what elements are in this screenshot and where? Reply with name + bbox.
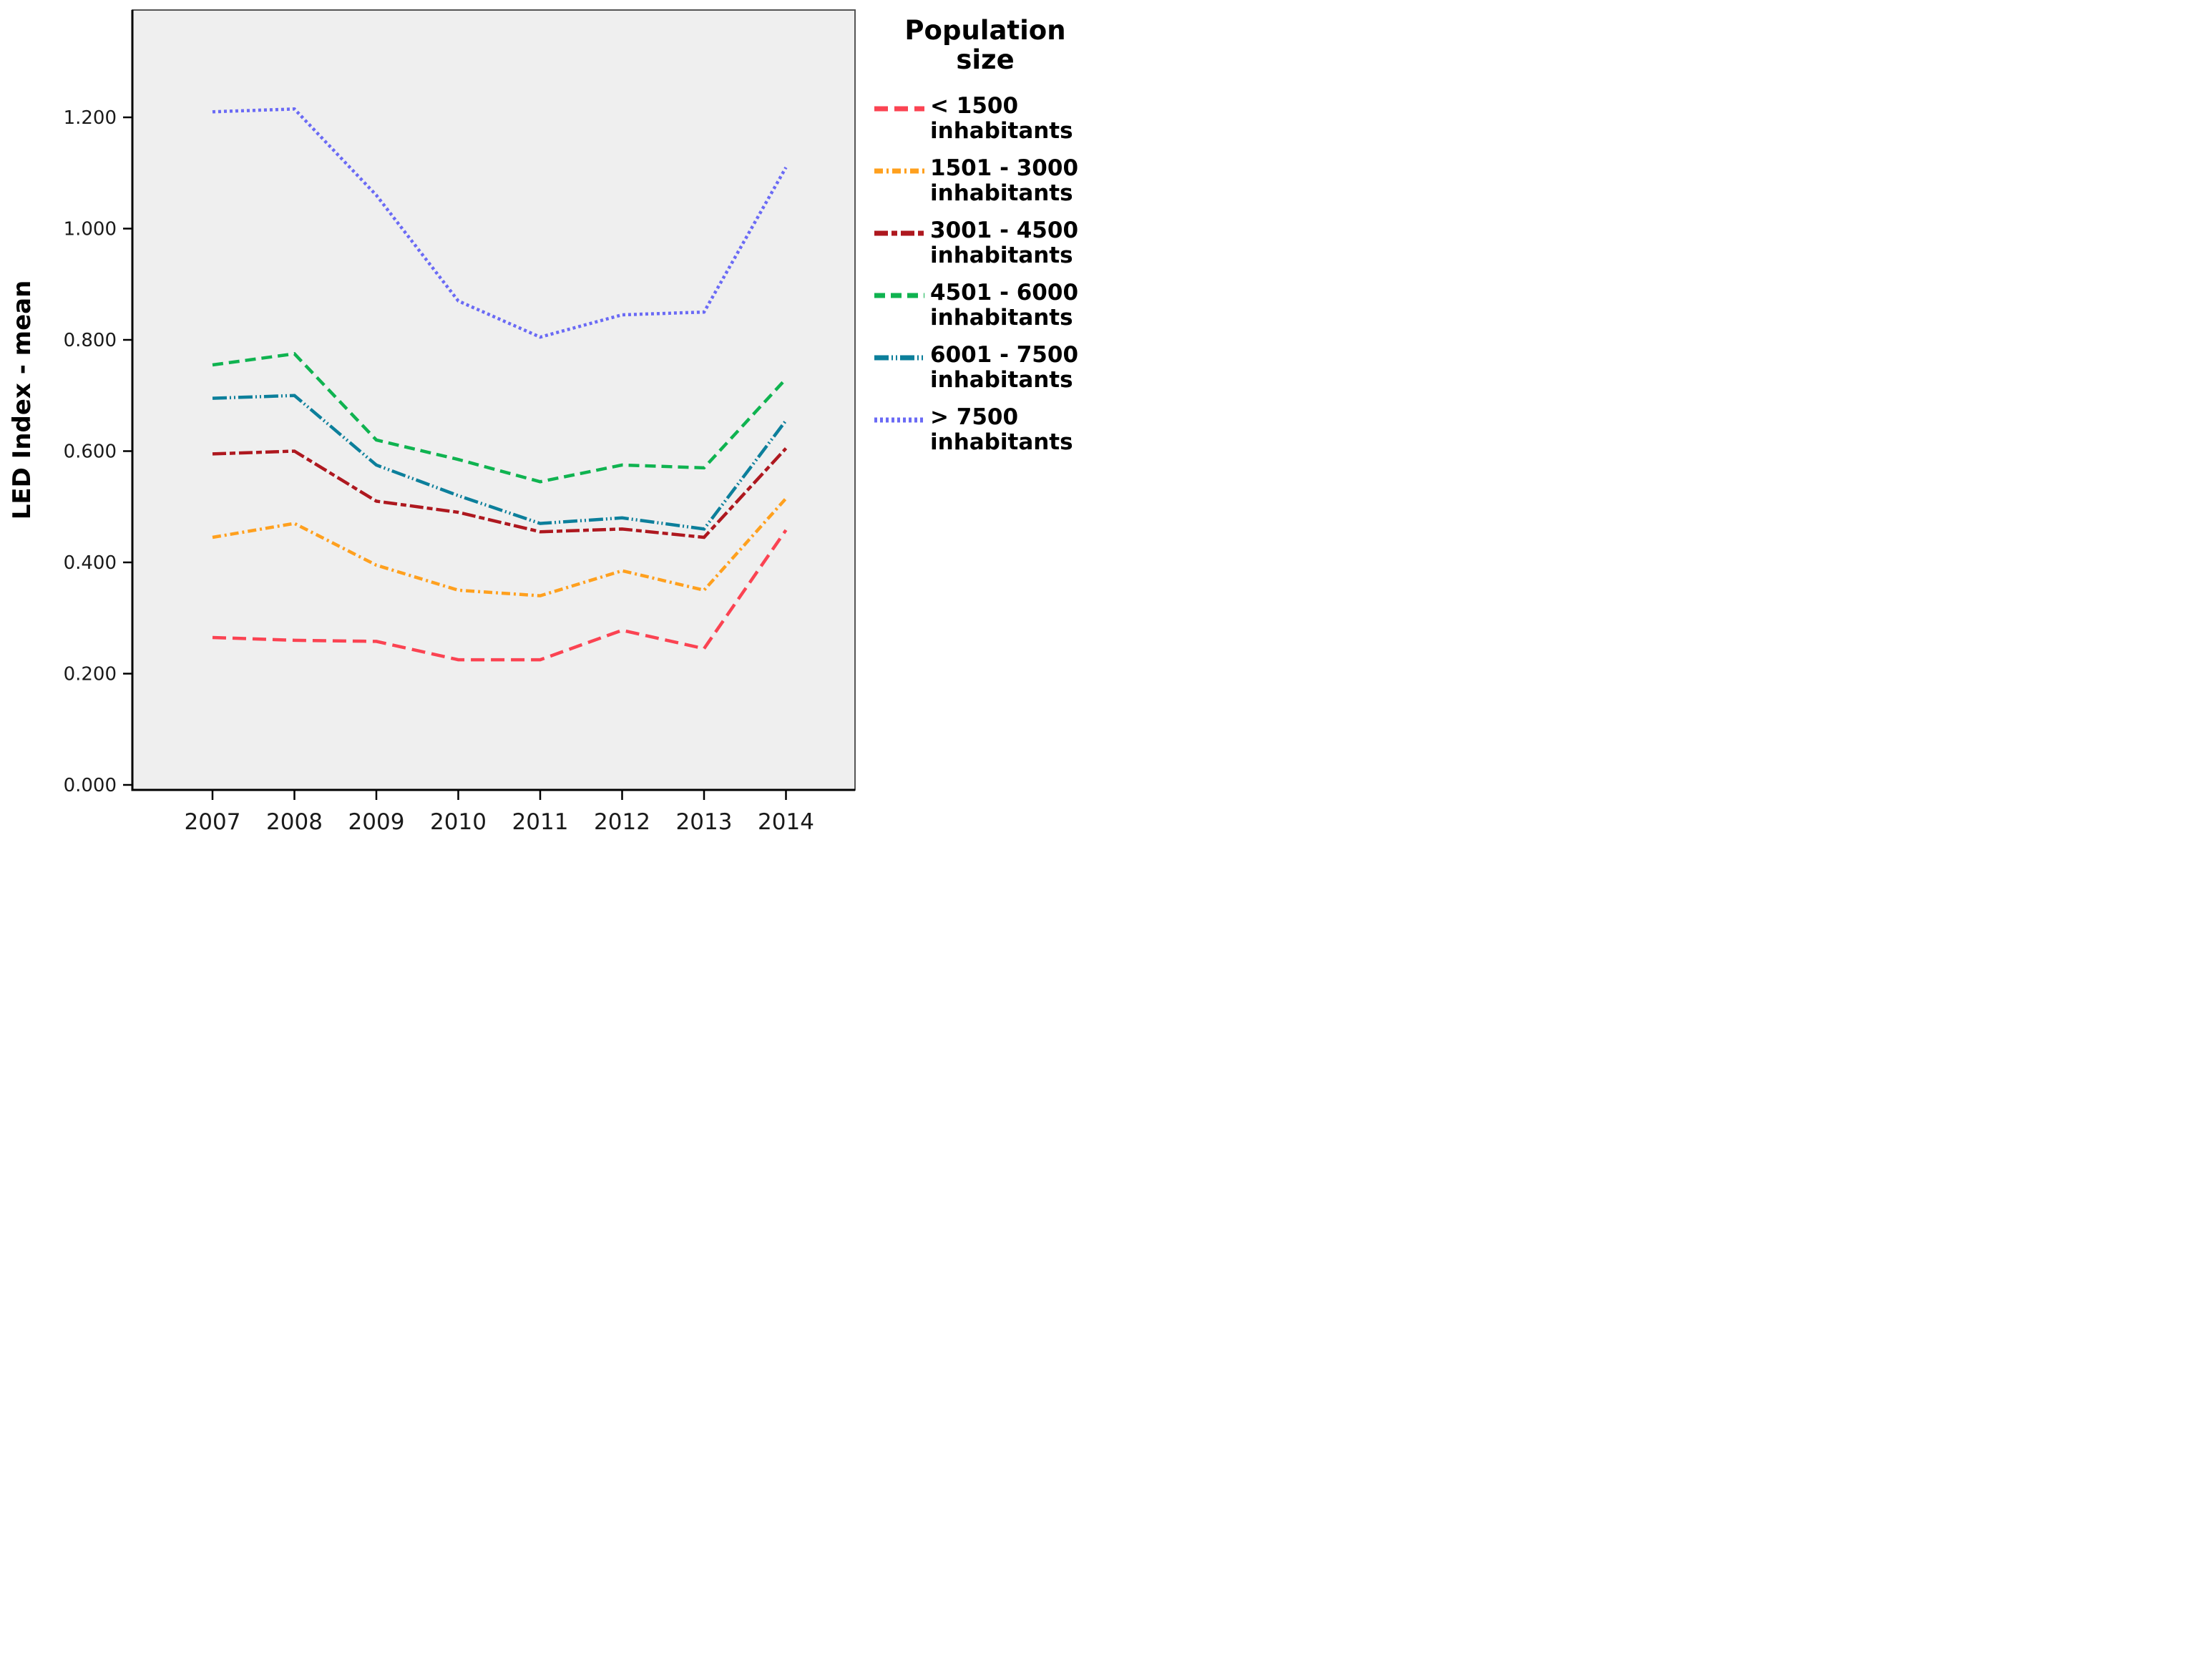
legend-swatch-icon bbox=[874, 293, 924, 298]
legend-swatch-icon bbox=[874, 355, 924, 361]
legend-item-5: 6001 - 7500 inhabitants bbox=[874, 342, 1096, 394]
legend-item-3: 3001 - 4500 inhabitants bbox=[874, 218, 1096, 268]
y-tick-label: 0.200 bbox=[64, 664, 117, 685]
legend-label: 4501 - 6000 inhabitants bbox=[930, 279, 1079, 331]
legend-swatch-icon bbox=[874, 106, 924, 112]
legend-item-6: > 7500 inhabitants bbox=[874, 405, 1096, 455]
x-tick-label: 2008 bbox=[266, 809, 323, 835]
series-line-4 bbox=[212, 352, 788, 484]
series-line-5 bbox=[212, 394, 788, 531]
x-tick-label: 2014 bbox=[758, 809, 814, 835]
y-tick-label: 1.200 bbox=[64, 107, 117, 129]
legend-swatch-icon bbox=[874, 230, 924, 236]
y-tick-label: 0.400 bbox=[64, 552, 117, 574]
y-axis-title: LED Index - mean bbox=[8, 280, 36, 520]
x-tick-label: 2011 bbox=[512, 809, 569, 835]
legend-swatch-icon bbox=[874, 168, 924, 174]
legend-item-2: 1501 - 3000 inhabitants bbox=[874, 155, 1096, 206]
legend-swatch-icon bbox=[874, 417, 924, 423]
legend-label: > 7500 inhabitants bbox=[930, 404, 1073, 456]
plot-area bbox=[132, 9, 856, 791]
line-chart: 0.000 0.200 0.400 0.600 0.800 1.000 1.200 2007 2… bbox=[0, 0, 866, 840]
legend-item-4: 4501 - 6000 inhabitants bbox=[874, 280, 1096, 331]
y-tick-label: 1.000 bbox=[64, 219, 117, 240]
series-line-6 bbox=[212, 107, 788, 339]
series-line-3 bbox=[212, 447, 788, 539]
y-tick-label: 0.000 bbox=[64, 775, 117, 796]
legend-item-1: < 1500 inhabitants bbox=[874, 92, 1096, 144]
legend-title: Population size bbox=[904, 15, 1066, 76]
legend-label: 1501 - 3000 inhabitants bbox=[930, 155, 1079, 206]
x-tick-label: 2009 bbox=[348, 809, 405, 835]
chart-canvas: 0.000 0.200 0.400 0.600 0.800 1.000 1.200 2007 2… bbox=[8, 9, 856, 835]
chart-legend: Population size < 1500 inhabitants 1501 -… bbox=[874, 16, 1096, 467]
y-tick-label: 0.800 bbox=[64, 330, 117, 351]
x-tick-label: 2013 bbox=[676, 809, 733, 835]
y-tick-label: 0.600 bbox=[64, 441, 117, 463]
x-tick-label: 2012 bbox=[594, 809, 650, 835]
x-tick-label: 2007 bbox=[185, 809, 241, 835]
x-tick-label: 2010 bbox=[430, 809, 487, 835]
legend-label: 3001 - 4500 inhabitants bbox=[930, 217, 1079, 268]
legend-items: < 1500 inhabitants 1501 - 3000 inhabitant… bbox=[874, 92, 1096, 455]
legend-label: 6001 - 7500 inhabitants bbox=[930, 342, 1079, 394]
series-line-1 bbox=[212, 529, 788, 662]
legend-label: < 1500 inhabitants bbox=[930, 92, 1073, 144]
